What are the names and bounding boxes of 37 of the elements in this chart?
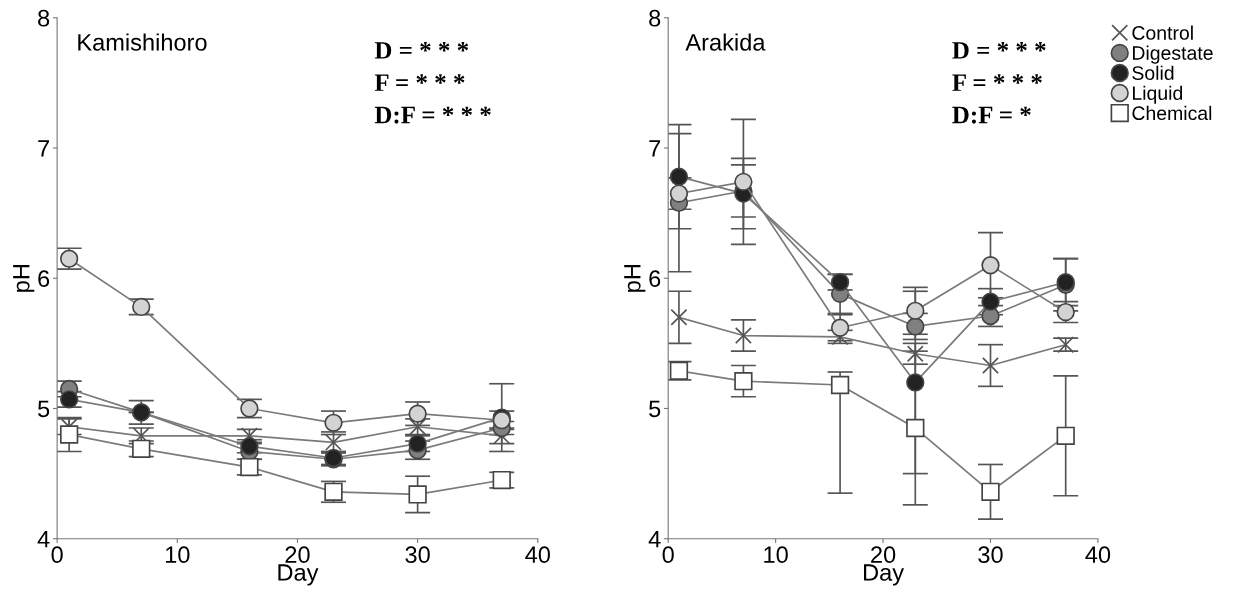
x-tick-label: 30 — [978, 546, 1003, 564]
annotation: D = * * * — [374, 42, 469, 59]
y-axis-title: pH — [624, 265, 646, 292]
legend-label: Liquid — [1132, 85, 1183, 104]
text: Arakida — [685, 33, 766, 51]
y-tick-label: 5 — [649, 400, 661, 418]
x-tick-label: 30 — [405, 546, 430, 564]
annotation: D:F = * — [952, 106, 1031, 124]
x-tick-label: 40 — [1085, 546, 1111, 564]
legend-label: Control — [1132, 25, 1193, 40]
y-tick-label: 5 — [38, 400, 50, 418]
x-tick-label: 0 — [51, 546, 63, 564]
x-tick-label: 40 — [525, 546, 550, 564]
x-axis-title: Day — [864, 564, 905, 586]
x-axis-title: Day — [278, 564, 319, 586]
y-tick-label: 8 — [38, 9, 50, 27]
y-tick-label: 8 — [649, 9, 661, 27]
legend-label: Chemical — [1132, 105, 1212, 121]
x-tick-label: 0 — [662, 546, 674, 564]
y-tick-label: 6 — [38, 270, 50, 288]
annotation: D:F = * * * — [374, 106, 491, 124]
x-tick-label: 10 — [165, 546, 190, 564]
x-tick-label: 10 — [764, 546, 788, 564]
y-tick-label: 7 — [38, 140, 49, 157]
x-tick-label: 20 — [285, 546, 310, 564]
annotation: F = * * * — [374, 74, 465, 91]
annotation: D = * * * — [952, 42, 1046, 59]
y-tick-label: 6 — [649, 270, 661, 288]
annotation: F = * * * — [952, 74, 1042, 91]
y-axis-title: pH — [13, 265, 35, 292]
legend-label: Digestate — [1132, 45, 1213, 64]
y-tick-label: 7 — [649, 140, 661, 157]
legend-label: Solid — [1132, 65, 1174, 80]
y-tick-label: 4 — [648, 531, 661, 548]
y-tick-label: 4 — [37, 531, 50, 548]
text: Kamishihoro — [78, 33, 207, 51]
x-tick-label: 20 — [871, 546, 896, 564]
